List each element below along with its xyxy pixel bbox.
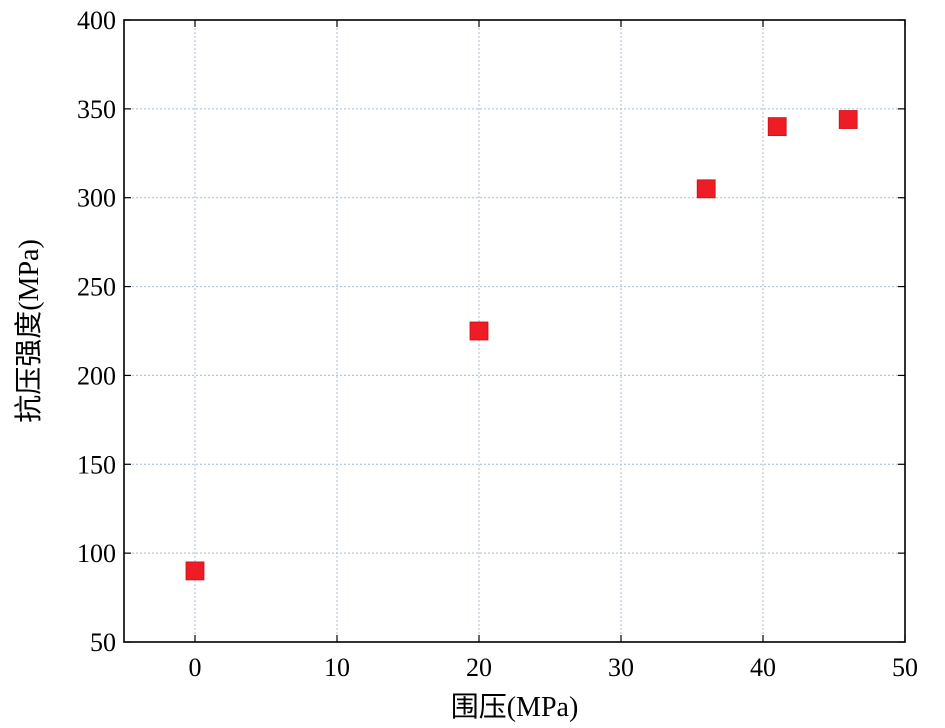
y-tick-labels: 50 100 150 200 250 300 350 400 — [77, 6, 116, 657]
data-points — [185, 110, 858, 581]
x-tick-label: 40 — [750, 653, 776, 682]
plot-frame — [123, 19, 906, 643]
x-tick-label: 10 — [324, 653, 350, 682]
y-tick-label: 200 — [77, 361, 116, 390]
x-axis-label: 围压(MPa) — [451, 692, 579, 723]
y-tick-label: 100 — [77, 539, 116, 568]
x-tick-label: 20 — [466, 653, 492, 682]
axis-ticks — [124, 19, 906, 643]
y-tick-label: 400 — [77, 6, 116, 35]
grid — [124, 20, 905, 642]
y-tick-label: 150 — [77, 450, 116, 479]
y-tick-label: 50 — [90, 628, 116, 657]
data-point — [469, 321, 489, 341]
y-tick-label: 250 — [77, 273, 116, 302]
x-tick-label: 0 — [189, 653, 202, 682]
data-point — [838, 110, 858, 129]
y-tick-label: 350 — [77, 95, 116, 124]
y-tick-label: 300 — [77, 184, 116, 213]
x-tick-labels: 0 10 20 30 40 50 — [189, 653, 919, 682]
data-point — [185, 561, 205, 581]
data-point — [696, 179, 716, 199]
y-axis-label: 抗压强度(MPa) — [13, 239, 45, 423]
x-tick-label: 50 — [892, 653, 918, 682]
data-point — [767, 117, 787, 137]
x-tick-label: 30 — [608, 653, 634, 682]
